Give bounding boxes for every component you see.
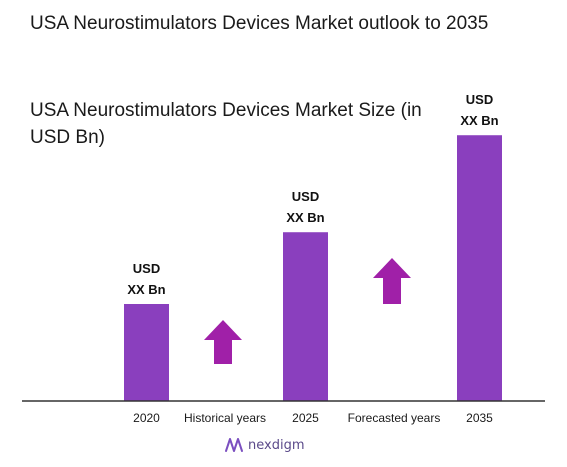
bar-2025 — [283, 232, 328, 401]
growth-arrow-historical-icon — [204, 320, 242, 364]
data-label-2025-line-2: XX Bn — [286, 210, 324, 225]
x-tick-label-2035: 2035 — [466, 411, 493, 425]
chart-title: USA Neurostimulators Devices Market Size… — [30, 100, 422, 148]
data-label-2035-line-2: XX Bn — [460, 113, 498, 128]
data-label-2020-line-2: XX Bn — [127, 282, 165, 297]
period-label-historical: Historical years — [184, 411, 266, 425]
nexdigm-logo-icon — [225, 438, 243, 452]
x-tick-label-2025: 2025 — [292, 411, 319, 425]
period-label-forecasted: Forecasted years — [348, 411, 441, 425]
growth-arrow-forecasted-icon — [373, 258, 411, 304]
x-tick-label-2020: 2020 — [133, 411, 160, 425]
bar-2020 — [124, 304, 169, 401]
page-title: USA Neurostimulators Devices Market outl… — [30, 13, 489, 34]
data-label-2035-line-1: USD — [466, 92, 493, 107]
brand-name: nexdigm — [248, 437, 305, 453]
bar-2035 — [457, 135, 502, 401]
brand-logo: nexdigm — [224, 436, 304, 454]
data-label-2025-line-1: USD — [292, 189, 319, 204]
data-label-2020-line-1: USD — [133, 261, 160, 276]
